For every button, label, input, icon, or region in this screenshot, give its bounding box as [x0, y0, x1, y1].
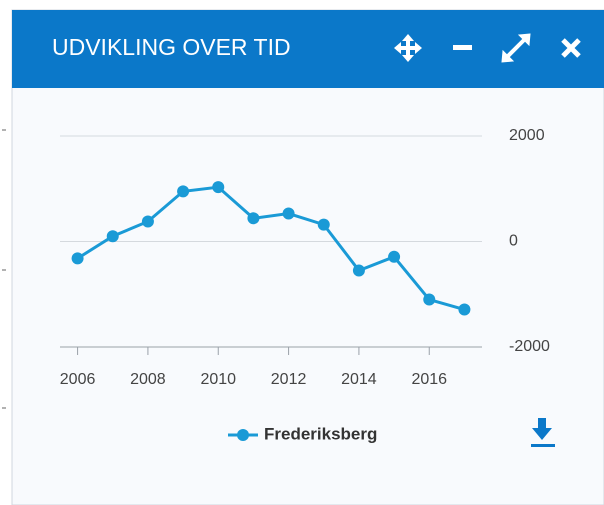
data-point [71, 252, 84, 265]
x-tick-label: 2006 [60, 371, 96, 388]
data-point [282, 207, 295, 220]
download-icon[interactable] [531, 418, 555, 447]
data-point [458, 303, 471, 316]
x-tick-label: 2014 [341, 371, 377, 388]
minimize-icon[interactable] [453, 45, 472, 50]
data-point [212, 181, 225, 194]
series-line [76, 185, 465, 311]
panel-title: UDVIKLING OVER TID [52, 34, 291, 60]
close-icon[interactable] [561, 38, 581, 58]
x-tick-label: 2010 [200, 371, 236, 388]
x-tick-label: 2016 [411, 371, 447, 388]
y-tick-label: 0 [509, 233, 518, 250]
data-point [177, 185, 190, 198]
data-point [141, 215, 154, 228]
y-tick-label: 2000 [509, 127, 545, 144]
panel [11, 9, 604, 505]
x-tick-label: 2012 [271, 371, 307, 388]
data-point [106, 230, 119, 243]
legend-marker [237, 429, 249, 441]
legend-label: Frederiksberg [264, 424, 377, 443]
expand-icon[interactable] [501, 33, 531, 63]
data-point [388, 250, 401, 263]
move-icon[interactable] [394, 34, 422, 62]
y-tick-label: -2000 [509, 338, 550, 355]
data-point [352, 264, 365, 277]
data-point [247, 212, 260, 225]
data-point [423, 293, 436, 306]
x-tick-label: 2008 [130, 371, 166, 388]
panel-header [12, 10, 604, 88]
data-point [317, 218, 330, 231]
